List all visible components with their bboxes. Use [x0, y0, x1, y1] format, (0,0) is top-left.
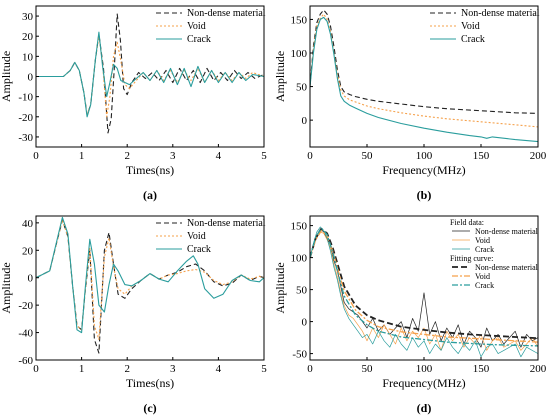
x-tick-label: 200 — [530, 150, 547, 162]
x-tick-label: 0 — [307, 363, 313, 375]
legend-entry-label: Non-dense material — [461, 8, 540, 19]
legend-entry-label: Non-dense material — [475, 227, 539, 236]
y-tick-label: 10 — [22, 51, 34, 63]
y-tick-label: 50 — [296, 285, 308, 297]
y-tick-label: -50 — [292, 349, 307, 361]
y-axis-label: Amplitude — [273, 51, 287, 102]
x-axis-label: Frequency(MHz) — [382, 376, 465, 390]
chart-panel-2: 0 50 100 150 200 0 50 100 150 Frequency(MHz) Ampli… — [273, 5, 547, 202]
y-tick-label: 30 — [22, 11, 34, 23]
y-tick-label: 0 — [28, 273, 34, 285]
x-tick-label: 4 — [216, 363, 222, 375]
chart-panel-3: 0 1 2 3 4 5 -60 -40 -20 0 20 40 Times(ns) Amplitude (c… — [0, 215, 267, 415]
x-axis-label: Times(ns) — [126, 163, 174, 177]
x-tick-label: 0 — [33, 363, 39, 375]
y-tick-label: 150 — [291, 221, 308, 233]
series-line-crack — [36, 31, 264, 118]
legend-entry-label: Crack — [475, 281, 494, 290]
chart-panel-1: 0 1 2 3 4 5 -30 -20 -10 0 10 20 30 Times(ns) Amplitude… — [0, 5, 267, 202]
x-tick-label: 200 — [530, 363, 547, 375]
series-line-non-dense-material — [310, 9, 538, 114]
legend-entry-label: Void — [187, 231, 206, 242]
legend-entry-label: Crack — [461, 34, 485, 45]
y-tick-label: -10 — [18, 92, 33, 104]
series-line-void — [36, 219, 264, 340]
x-tick-label: 100 — [416, 363, 433, 375]
legend-entry-label: Void — [187, 21, 206, 32]
x-tick-label: 1 — [79, 150, 85, 162]
y-tick-label: 50 — [296, 82, 308, 94]
plot-frame — [35, 215, 265, 361]
x-tick-label: 3 — [170, 150, 176, 162]
series-line-crack — [310, 16, 538, 143]
panel-label: (d) — [417, 401, 432, 415]
x-tick-label: 3 — [170, 363, 176, 375]
x-axis-label: Frequency(MHz) — [382, 163, 465, 177]
x-tick-label: 150 — [473, 363, 490, 375]
series-line-crack-fit — [310, 227, 538, 347]
legend-entry-label: Void — [475, 272, 490, 281]
legend-entry-label: Non-dense material — [187, 218, 266, 229]
legend-group-label: Fitting curve: — [450, 254, 493, 263]
y-tick-label: -40 — [18, 328, 33, 340]
x-tick-label: 2 — [124, 150, 130, 162]
legend-entry-label: Non-dense material — [187, 8, 266, 19]
panel-label: (c) — [143, 401, 156, 415]
legend-entry-label: Void — [475, 236, 490, 245]
series-line-non-dense-material — [36, 13, 264, 134]
series-line-crack — [36, 216, 264, 334]
plot-frame — [309, 5, 539, 148]
x-tick-label: 1 — [79, 363, 85, 375]
series-line-crack-field — [310, 226, 538, 358]
y-tick-label: 150 — [291, 14, 308, 26]
legend-entry-label: Crack — [187, 244, 211, 255]
x-tick-label: 50 — [362, 150, 374, 162]
x-tick-label: 0 — [33, 150, 39, 162]
y-tick-label: -30 — [18, 132, 33, 144]
legend-entry-label: Void — [461, 21, 480, 32]
x-tick-label: 2 — [124, 363, 130, 375]
series-line-non-dense-material — [36, 219, 264, 354]
y-axis-label: Amplitude — [273, 262, 287, 313]
legend: Non-dense material Void Crack — [156, 218, 266, 255]
y-tick-label: -20 — [18, 300, 33, 312]
x-tick-label: 100 — [416, 150, 433, 162]
y-tick-label: 100 — [291, 48, 308, 60]
y-axis-label: Amplitude — [0, 262, 13, 313]
panel-label: (a) — [143, 188, 157, 202]
x-tick-label: 5 — [261, 363, 267, 375]
y-tick-label: 40 — [22, 218, 34, 230]
legend: Non-dense material Void Crack — [156, 8, 266, 45]
legend: Non-dense material Void Crack — [430, 8, 540, 45]
legend-group-label: Field data: — [450, 218, 484, 227]
y-tick-label: 20 — [22, 31, 34, 43]
y-tick-label: 0 — [302, 317, 308, 329]
y-tick-label: 20 — [22, 245, 34, 257]
series-line-void — [310, 13, 538, 128]
x-axis-label: Times(ns) — [126, 376, 174, 390]
legend-entry-label: Crack — [187, 34, 211, 45]
x-tick-label: 5 — [261, 150, 267, 162]
y-tick-label: 100 — [291, 253, 308, 265]
series-line-void-field — [310, 231, 538, 351]
x-tick-label: 0 — [307, 150, 313, 162]
series-line-void-fit — [310, 230, 538, 343]
series-line-non-dense-material-fit — [310, 227, 538, 340]
legend: Field data:Non-dense materialVoidCrackFi… — [450, 218, 539, 290]
x-tick-label: 4 — [216, 150, 222, 162]
legend-entry-label: Non-dense material — [475, 263, 539, 272]
y-tick-label: 0 — [28, 72, 34, 84]
x-tick-label: 150 — [473, 150, 490, 162]
legend-entry-label: Crack — [475, 245, 494, 254]
x-tick-label: 50 — [362, 363, 374, 375]
y-tick-label: -20 — [18, 112, 33, 124]
y-tick-label: 0 — [302, 115, 308, 127]
y-tick-label: -60 — [18, 355, 33, 367]
chart-panel-4: 0 50 100 150 200-50050100150Frequency(MHz)Am… — [273, 215, 547, 415]
panel-label: (b) — [417, 188, 432, 202]
y-axis-label: Amplitude — [0, 51, 13, 102]
